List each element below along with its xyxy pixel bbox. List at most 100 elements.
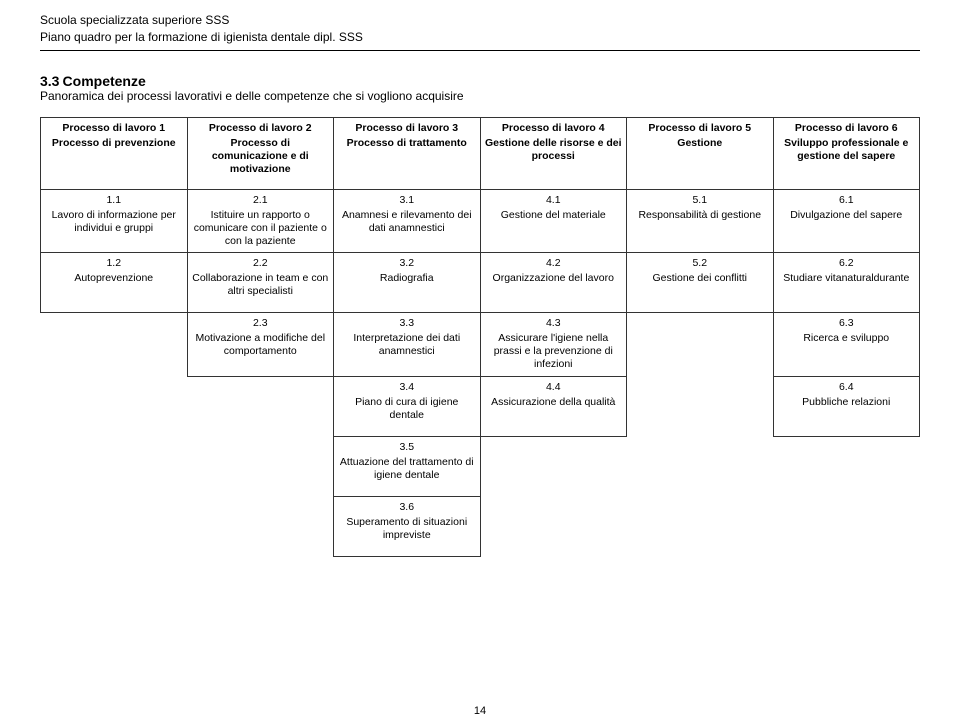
col-txt: Processo di comunicazione e di motivazio… (192, 137, 330, 176)
cell: 3.6 Superamento di situazioni impreviste (334, 496, 481, 556)
cell-num: 3.2 (338, 257, 476, 270)
col-txt: Gestione delle risorse e dei processi (485, 137, 623, 163)
cell: 6.3 Ricerca e sviluppo (773, 313, 920, 377)
cell: 6.2 Studiare vitanaturaldurante (773, 253, 920, 313)
cell: 2.3 Motivazione a modifiche del comportam… (187, 313, 334, 377)
col-num: Processo di lavoro 4 (485, 122, 623, 135)
col-header-2: Processo di lavoro 2 Processo di comunica… (187, 117, 334, 189)
cell: 2.1Istituire un rapporto o comunicare co… (187, 189, 334, 253)
cell-num: 6.4 (778, 381, 916, 394)
empty-cell (480, 436, 627, 496)
section-number: 3.3 (40, 73, 59, 89)
cell: 4.1 Gestione del materiale (480, 189, 627, 253)
empty-cell (480, 496, 627, 556)
cell-txt: Gestione dei conflitti (631, 272, 769, 285)
cell: 6.1 Divulgazione del sapere (773, 189, 920, 253)
cell-num: 4.4 (485, 381, 623, 394)
cell: 5.1 Responsabilità di gestione (627, 189, 774, 253)
cell-txt: Superamento di situazioni impreviste (338, 516, 476, 542)
header-line2: Piano quadro per la formazione di igieni… (40, 29, 920, 46)
page-number: 14 (0, 705, 960, 717)
cell: 3.1Anamnesi e rilevamento dei dati anamn… (334, 189, 481, 253)
table-row: 3.6 Superamento di situazioni impreviste (41, 496, 920, 556)
col-num: Processo di lavoro 1 (45, 122, 183, 135)
cell-txt: Ricerca e sviluppo (778, 332, 916, 345)
empty-cell (627, 496, 774, 556)
col-header-6: Processo di lavoro 6 Sviluppo professiona… (773, 117, 920, 189)
col-num: Processo di lavoro 6 (778, 122, 916, 135)
cell-txt: Interpretazione dei dati anamnestici (338, 332, 476, 358)
header-line1: Scuola specializzata superiore SSS (40, 12, 920, 29)
page-header: Scuola specializzata superiore SSS Piano… (40, 12, 920, 46)
cell-txt: Radiografia (338, 272, 476, 285)
cell-txt: Responsabilità di gestione (631, 209, 769, 222)
header-rule (40, 50, 920, 51)
empty-cell (41, 436, 188, 496)
cell-txt: Studiare vitanaturaldurante (778, 272, 916, 285)
table-header-row: Processo di lavoro 1 Processo di prevenzi… (41, 117, 920, 189)
cell: 5.2 Gestione dei conflitti (627, 253, 774, 313)
section-heading: 3.3 Competenze (40, 73, 920, 89)
cell: 3.2 Radiografia (334, 253, 481, 313)
cell-txt: Motivazione a modifiche del comportament… (192, 332, 330, 358)
cell-num: 1.1 (45, 194, 183, 207)
cell-txt: Pubbliche relazioni (778, 396, 916, 409)
empty-cell (773, 496, 920, 556)
section-subtitle: Panoramica dei processi lavorativi e del… (40, 89, 920, 103)
cell-num: 4.1 (485, 194, 623, 207)
table-row: 3.4 Piano di cura di igiene dentale 4.4 As… (41, 376, 920, 436)
cell-num: 5.2 (631, 257, 769, 270)
cell-num: 6.2 (778, 257, 916, 270)
cell: 3.4 Piano di cura di igiene dentale (334, 376, 481, 436)
empty-cell (627, 376, 774, 436)
cell-num: 1.2 (45, 257, 183, 270)
cell-txt: Divulgazione del sapere (778, 209, 916, 222)
cell-num: 6.3 (778, 317, 916, 330)
cell-num: 3.3 (338, 317, 476, 330)
cell-num: 3.1 (338, 194, 476, 207)
cell: 2.2 Collaborazione in team e con altri sp… (187, 253, 334, 313)
cell-num: 4.3 (485, 317, 623, 330)
col-num: Processo di lavoro 2 (192, 122, 330, 135)
cell-txt: Collaborazione in team e con altri speci… (192, 272, 330, 298)
cell-num: 2.3 (192, 317, 330, 330)
table-row: 3.5Attuazione del trattamento di igiene … (41, 436, 920, 496)
cell: 4.3 Assicurare l'igiene nella prassi e la… (480, 313, 627, 377)
competence-table: Processo di lavoro 1 Processo di prevenzi… (40, 117, 920, 557)
col-txt: Sviluppo professionale e gestione del sa… (778, 137, 916, 163)
cell: 1.1 Lavoro di informazione per individui … (41, 189, 188, 253)
col-header-4: Processo di lavoro 4 Gestione delle risor… (480, 117, 627, 189)
cell-num: 5.1 (631, 194, 769, 207)
cell: 1.2Autoprevenzione (41, 253, 188, 313)
col-header-3: Processo di lavoro 3 Processo di trattame… (334, 117, 481, 189)
cell-txt: Assicurazione della qualità (485, 396, 623, 409)
col-txt: Processo di prevenzione (45, 137, 183, 150)
empty-cell (627, 436, 774, 496)
cell-txt: Lavoro di informazione per individui e g… (45, 209, 183, 235)
empty-cell (187, 496, 334, 556)
table-row: 2.3 Motivazione a modifiche del comportam… (41, 313, 920, 377)
table-row: 1.2Autoprevenzione 2.2 Collaborazione in … (41, 253, 920, 313)
col-txt: Gestione (631, 137, 769, 150)
cell: 3.3 Interpretazione dei dati anamnestici (334, 313, 481, 377)
empty-cell (773, 436, 920, 496)
empty-cell (41, 313, 188, 377)
cell-num: 3.5 (338, 441, 476, 454)
cell-txt: Gestione del materiale (485, 209, 623, 222)
cell: 6.4 Pubbliche relazioni (773, 376, 920, 436)
empty-cell (627, 313, 774, 377)
cell-num: 4.2 (485, 257, 623, 270)
cell-num: 3.4 (338, 381, 476, 394)
section-title: Competenze (63, 73, 146, 89)
cell-txt: Assicurare l'igiene nella prassi e la pr… (485, 332, 623, 371)
cell-txt: Piano di cura di igiene dentale (338, 396, 476, 422)
cell-num: 3.6 (338, 501, 476, 514)
col-txt: Processo di trattamento (338, 137, 476, 150)
cell-txt: Istituire un rapporto o comunicare con i… (192, 209, 330, 248)
col-num: Processo di lavoro 3 (338, 122, 476, 135)
empty-cell (41, 496, 188, 556)
empty-cell (41, 376, 188, 436)
cell-num: 6.1 (778, 194, 916, 207)
empty-cell (187, 436, 334, 496)
cell-num: 2.2 (192, 257, 330, 270)
